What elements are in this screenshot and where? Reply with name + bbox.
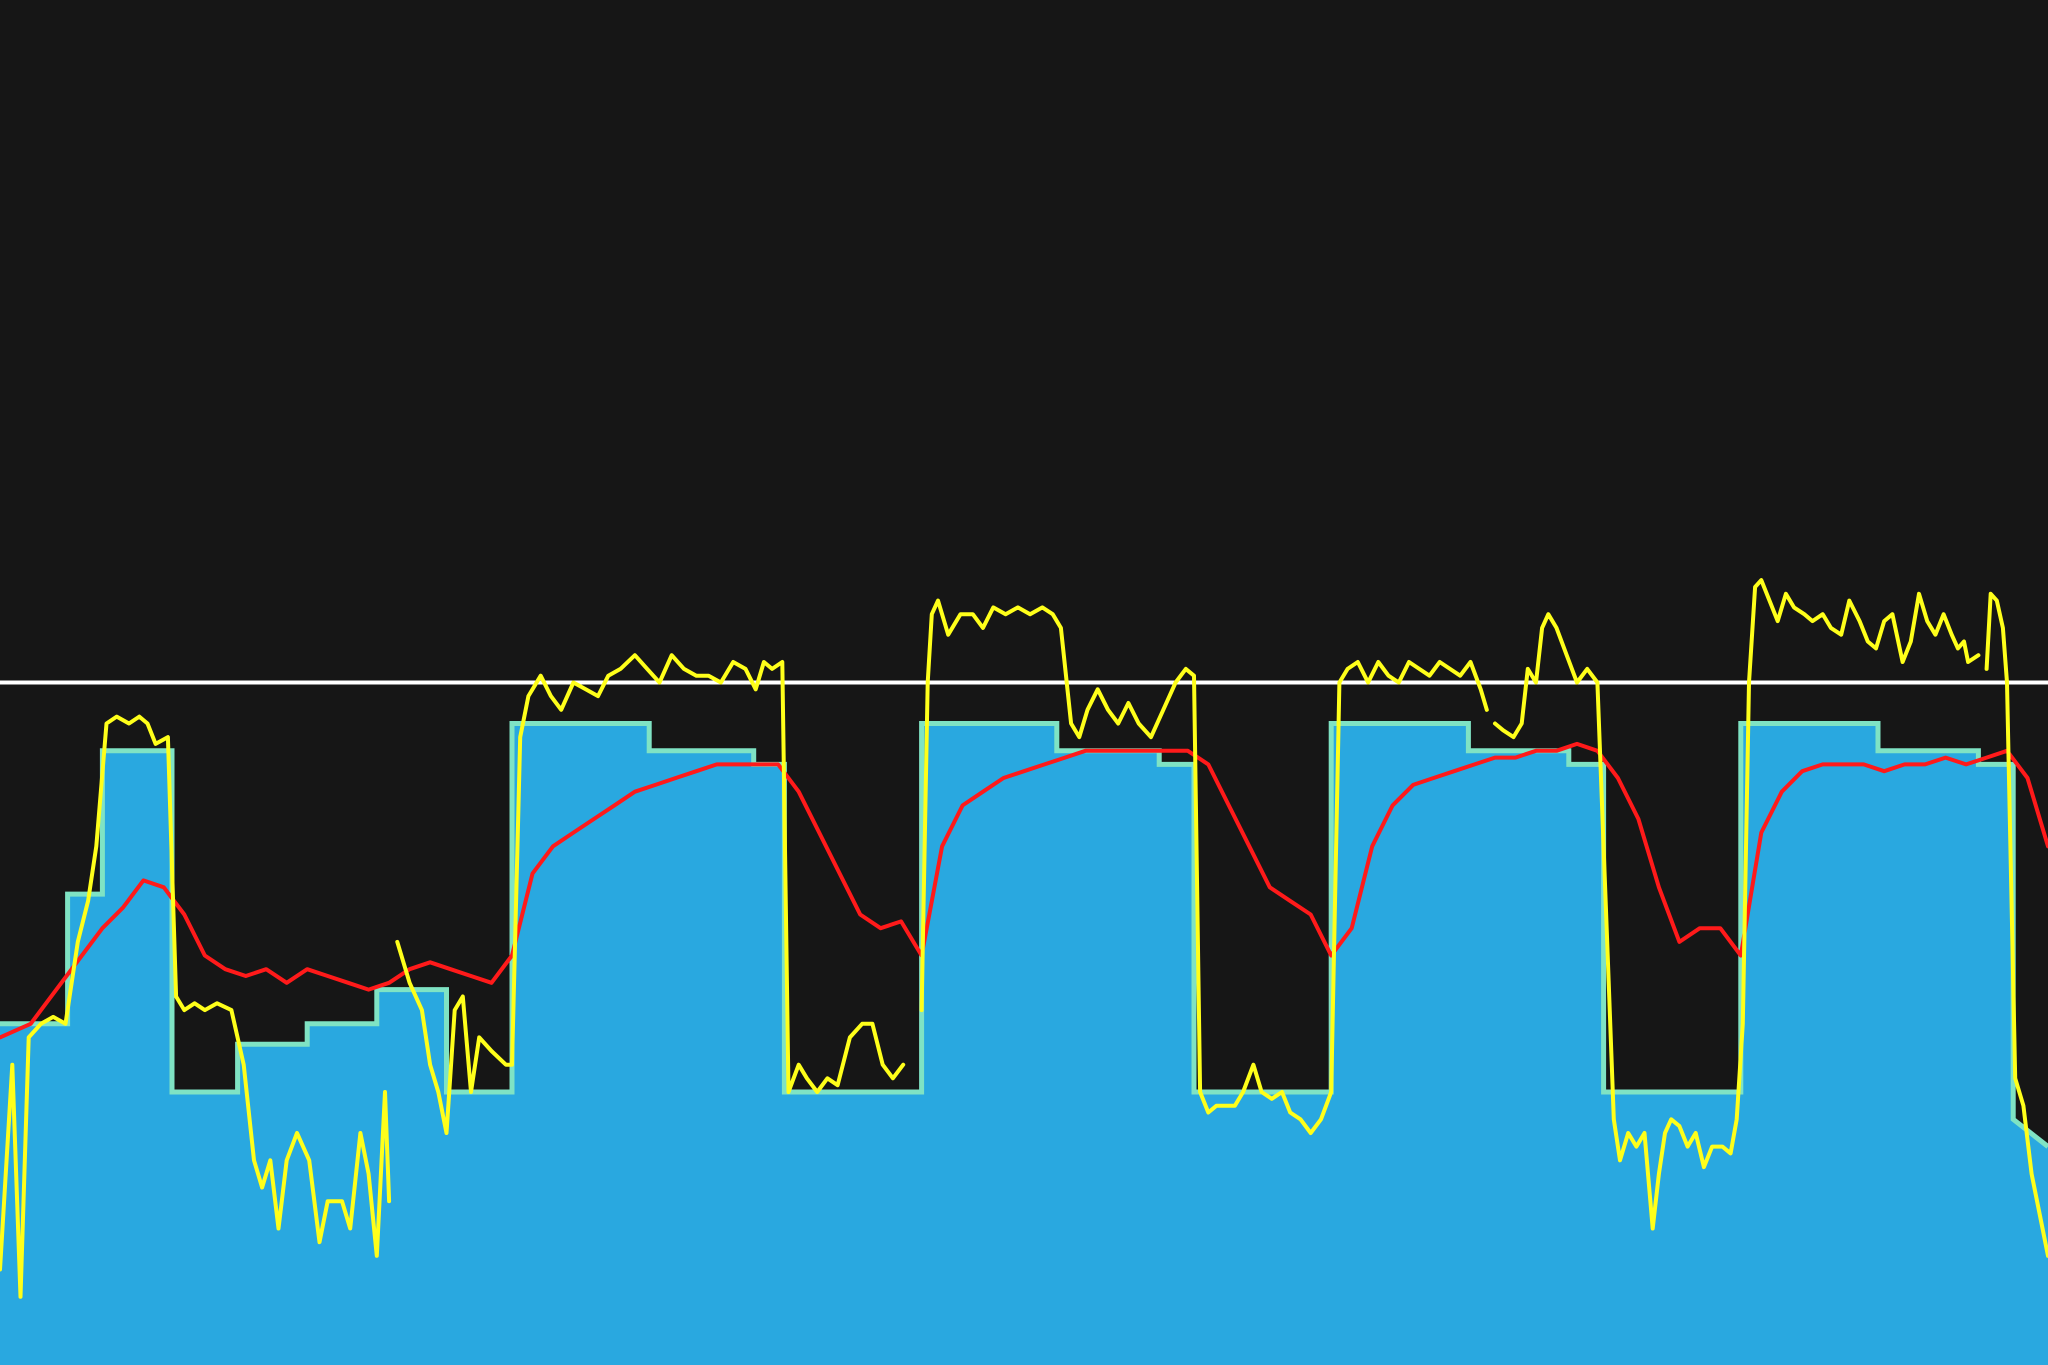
series-power-line-1 xyxy=(0,714,392,1299)
plot-area xyxy=(0,578,2048,1365)
series-power-line-2 xyxy=(395,653,906,1135)
series-average-line xyxy=(0,741,2048,1040)
series-power-line-5 xyxy=(1984,591,2048,1258)
series-power-line-3 xyxy=(919,598,1489,1135)
series-power-line-4 xyxy=(1493,578,1981,1231)
